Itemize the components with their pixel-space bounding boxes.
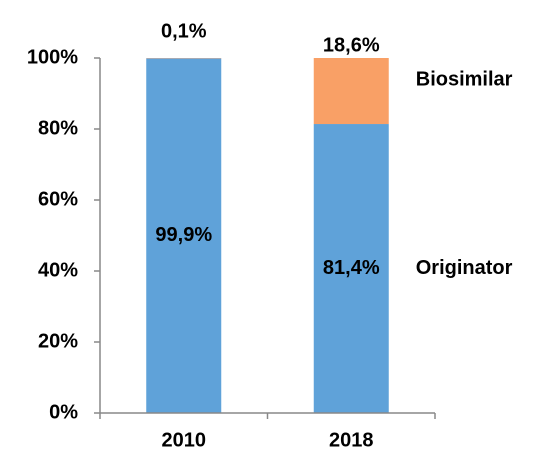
y-tick-label: 20%: [38, 330, 78, 352]
value-label: 18,6%: [323, 34, 380, 56]
y-tick-label: 60%: [38, 188, 78, 210]
y-tick-label: 0%: [49, 401, 78, 423]
value-label: 99,9%: [155, 224, 212, 246]
bar-segment: [146, 58, 222, 413]
series-label: Biosimilar: [416, 68, 513, 90]
bar-segment: [313, 124, 389, 413]
x-tick-label: 2010: [162, 429, 207, 451]
bar-segment: [313, 58, 389, 125]
y-tick-label: 80%: [38, 117, 78, 139]
y-tick-label: 100%: [27, 46, 78, 68]
value-label: 0,1%: [161, 20, 207, 42]
x-tick-label: 2018: [329, 429, 374, 451]
value-label: 81,4%: [323, 257, 380, 279]
series-label: Originator: [416, 257, 513, 279]
y-tick-label: 40%: [38, 259, 78, 281]
